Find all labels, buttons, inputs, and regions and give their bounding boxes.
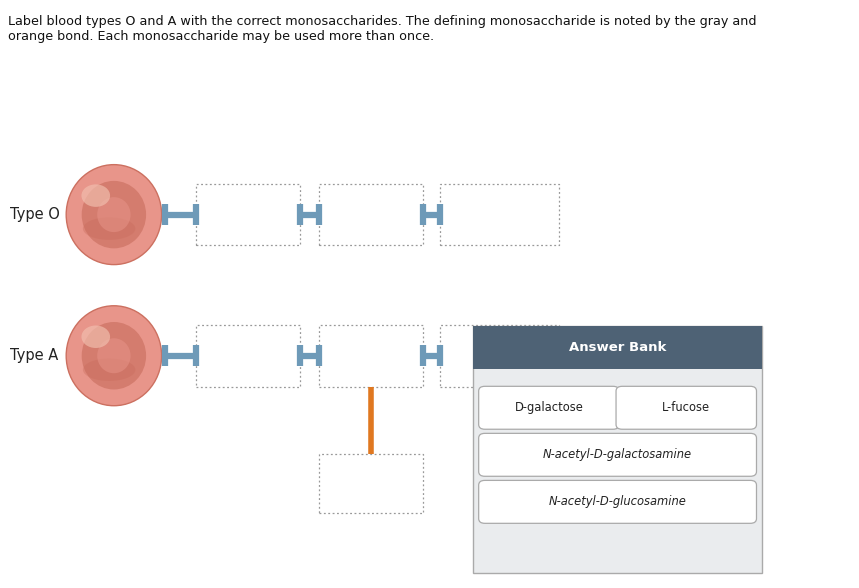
Ellipse shape: [97, 197, 131, 232]
Ellipse shape: [97, 338, 131, 373]
FancyBboxPatch shape: [478, 386, 619, 429]
Ellipse shape: [82, 322, 146, 389]
Bar: [473, 326, 762, 573]
Bar: [440, 325, 559, 387]
Ellipse shape: [82, 326, 110, 348]
Text: Type O: Type O: [10, 207, 60, 222]
Ellipse shape: [82, 218, 136, 240]
Text: N-acetyl-D-galactosamine: N-acetyl-D-galactosamine: [543, 448, 692, 462]
Text: L-fucose: L-fucose: [662, 401, 710, 415]
FancyBboxPatch shape: [478, 433, 757, 476]
Bar: [196, 325, 300, 387]
Text: Label blood types O and A with the correct monosaccharides. The defining monosac: Label blood types O and A with the corre…: [8, 15, 756, 43]
Ellipse shape: [82, 359, 136, 381]
Bar: [320, 455, 423, 513]
Bar: [320, 184, 423, 246]
Text: Type A: Type A: [10, 348, 58, 363]
FancyBboxPatch shape: [616, 386, 757, 429]
Bar: [473, 326, 762, 369]
Text: Answer Bank: Answer Bank: [569, 341, 667, 354]
FancyBboxPatch shape: [478, 480, 757, 523]
Bar: [440, 184, 559, 246]
Ellipse shape: [82, 185, 110, 207]
Bar: [196, 184, 300, 246]
Ellipse shape: [66, 165, 161, 265]
Text: N-acetyl-D-glucosamine: N-acetyl-D-glucosamine: [549, 495, 686, 509]
Bar: [320, 325, 423, 387]
Text: D-galactose: D-galactose: [515, 401, 583, 415]
Ellipse shape: [66, 306, 161, 406]
Ellipse shape: [82, 181, 146, 248]
